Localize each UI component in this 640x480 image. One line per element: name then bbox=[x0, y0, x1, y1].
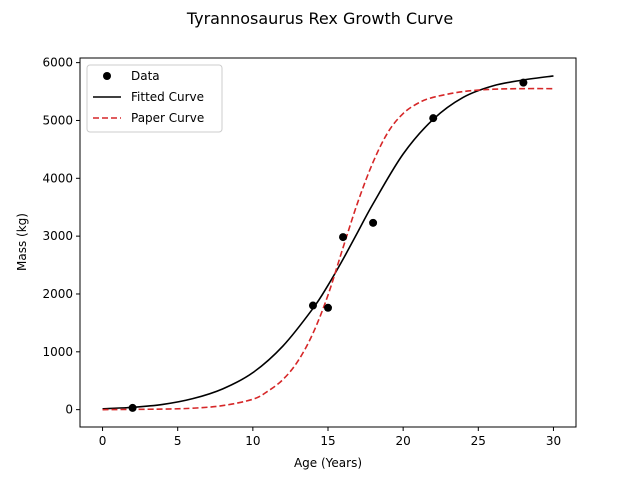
legend-box bbox=[86, 64, 223, 133]
data-point-3 bbox=[339, 233, 348, 242]
data-point-1 bbox=[308, 301, 317, 310]
y-tick-label-2: 2000 bbox=[42, 287, 73, 301]
data-point-6 bbox=[519, 78, 528, 87]
y-tick-label-3: 3000 bbox=[42, 229, 73, 243]
data-point-2 bbox=[324, 303, 332, 312]
legend-paper-label: Paper Curve bbox=[131, 111, 204, 125]
axis-ticks: 0 5 10 15 20 25 30 0 1000 2000 3000 4000 5000 6000 bbox=[42, 56, 561, 448]
legend-data-label: Data bbox=[131, 69, 160, 83]
legend-fitted-label: Fitted Curve bbox=[131, 90, 204, 104]
y-tick-label-0: 0 bbox=[65, 403, 73, 417]
series-line-2 bbox=[102, 87, 554, 411]
data-point-4 bbox=[369, 218, 378, 227]
x-tick-label-2: 10 bbox=[245, 434, 260, 448]
x-axis-label: Age (Years) bbox=[294, 456, 362, 470]
x-tick-label-1: 5 bbox=[174, 434, 182, 448]
x-tick-label-5: 25 bbox=[471, 434, 486, 448]
y-axis-label: Mass (kg) bbox=[15, 213, 29, 271]
y-tick-label-4: 4000 bbox=[42, 171, 73, 185]
y-tick-label-5: 5000 bbox=[42, 113, 73, 127]
x-tick-label-0: 0 bbox=[99, 434, 107, 448]
x-tick-label-4: 20 bbox=[396, 434, 411, 448]
plot-area bbox=[102, 75, 554, 412]
x-tick-label-3: 15 bbox=[320, 434, 335, 448]
data-point-0 bbox=[128, 403, 137, 412]
chart-title: Tyrannosaurus Rex Growth Curve bbox=[186, 9, 453, 28]
legend-data-marker bbox=[103, 72, 111, 80]
x-tick-label-6: 30 bbox=[546, 434, 561, 448]
data-point-5 bbox=[429, 114, 438, 123]
y-tick-label-6: 6000 bbox=[42, 56, 73, 70]
legend: Data Fitted Curve Paper Curve bbox=[86, 64, 223, 133]
y-tick-label-1: 1000 bbox=[42, 345, 73, 359]
